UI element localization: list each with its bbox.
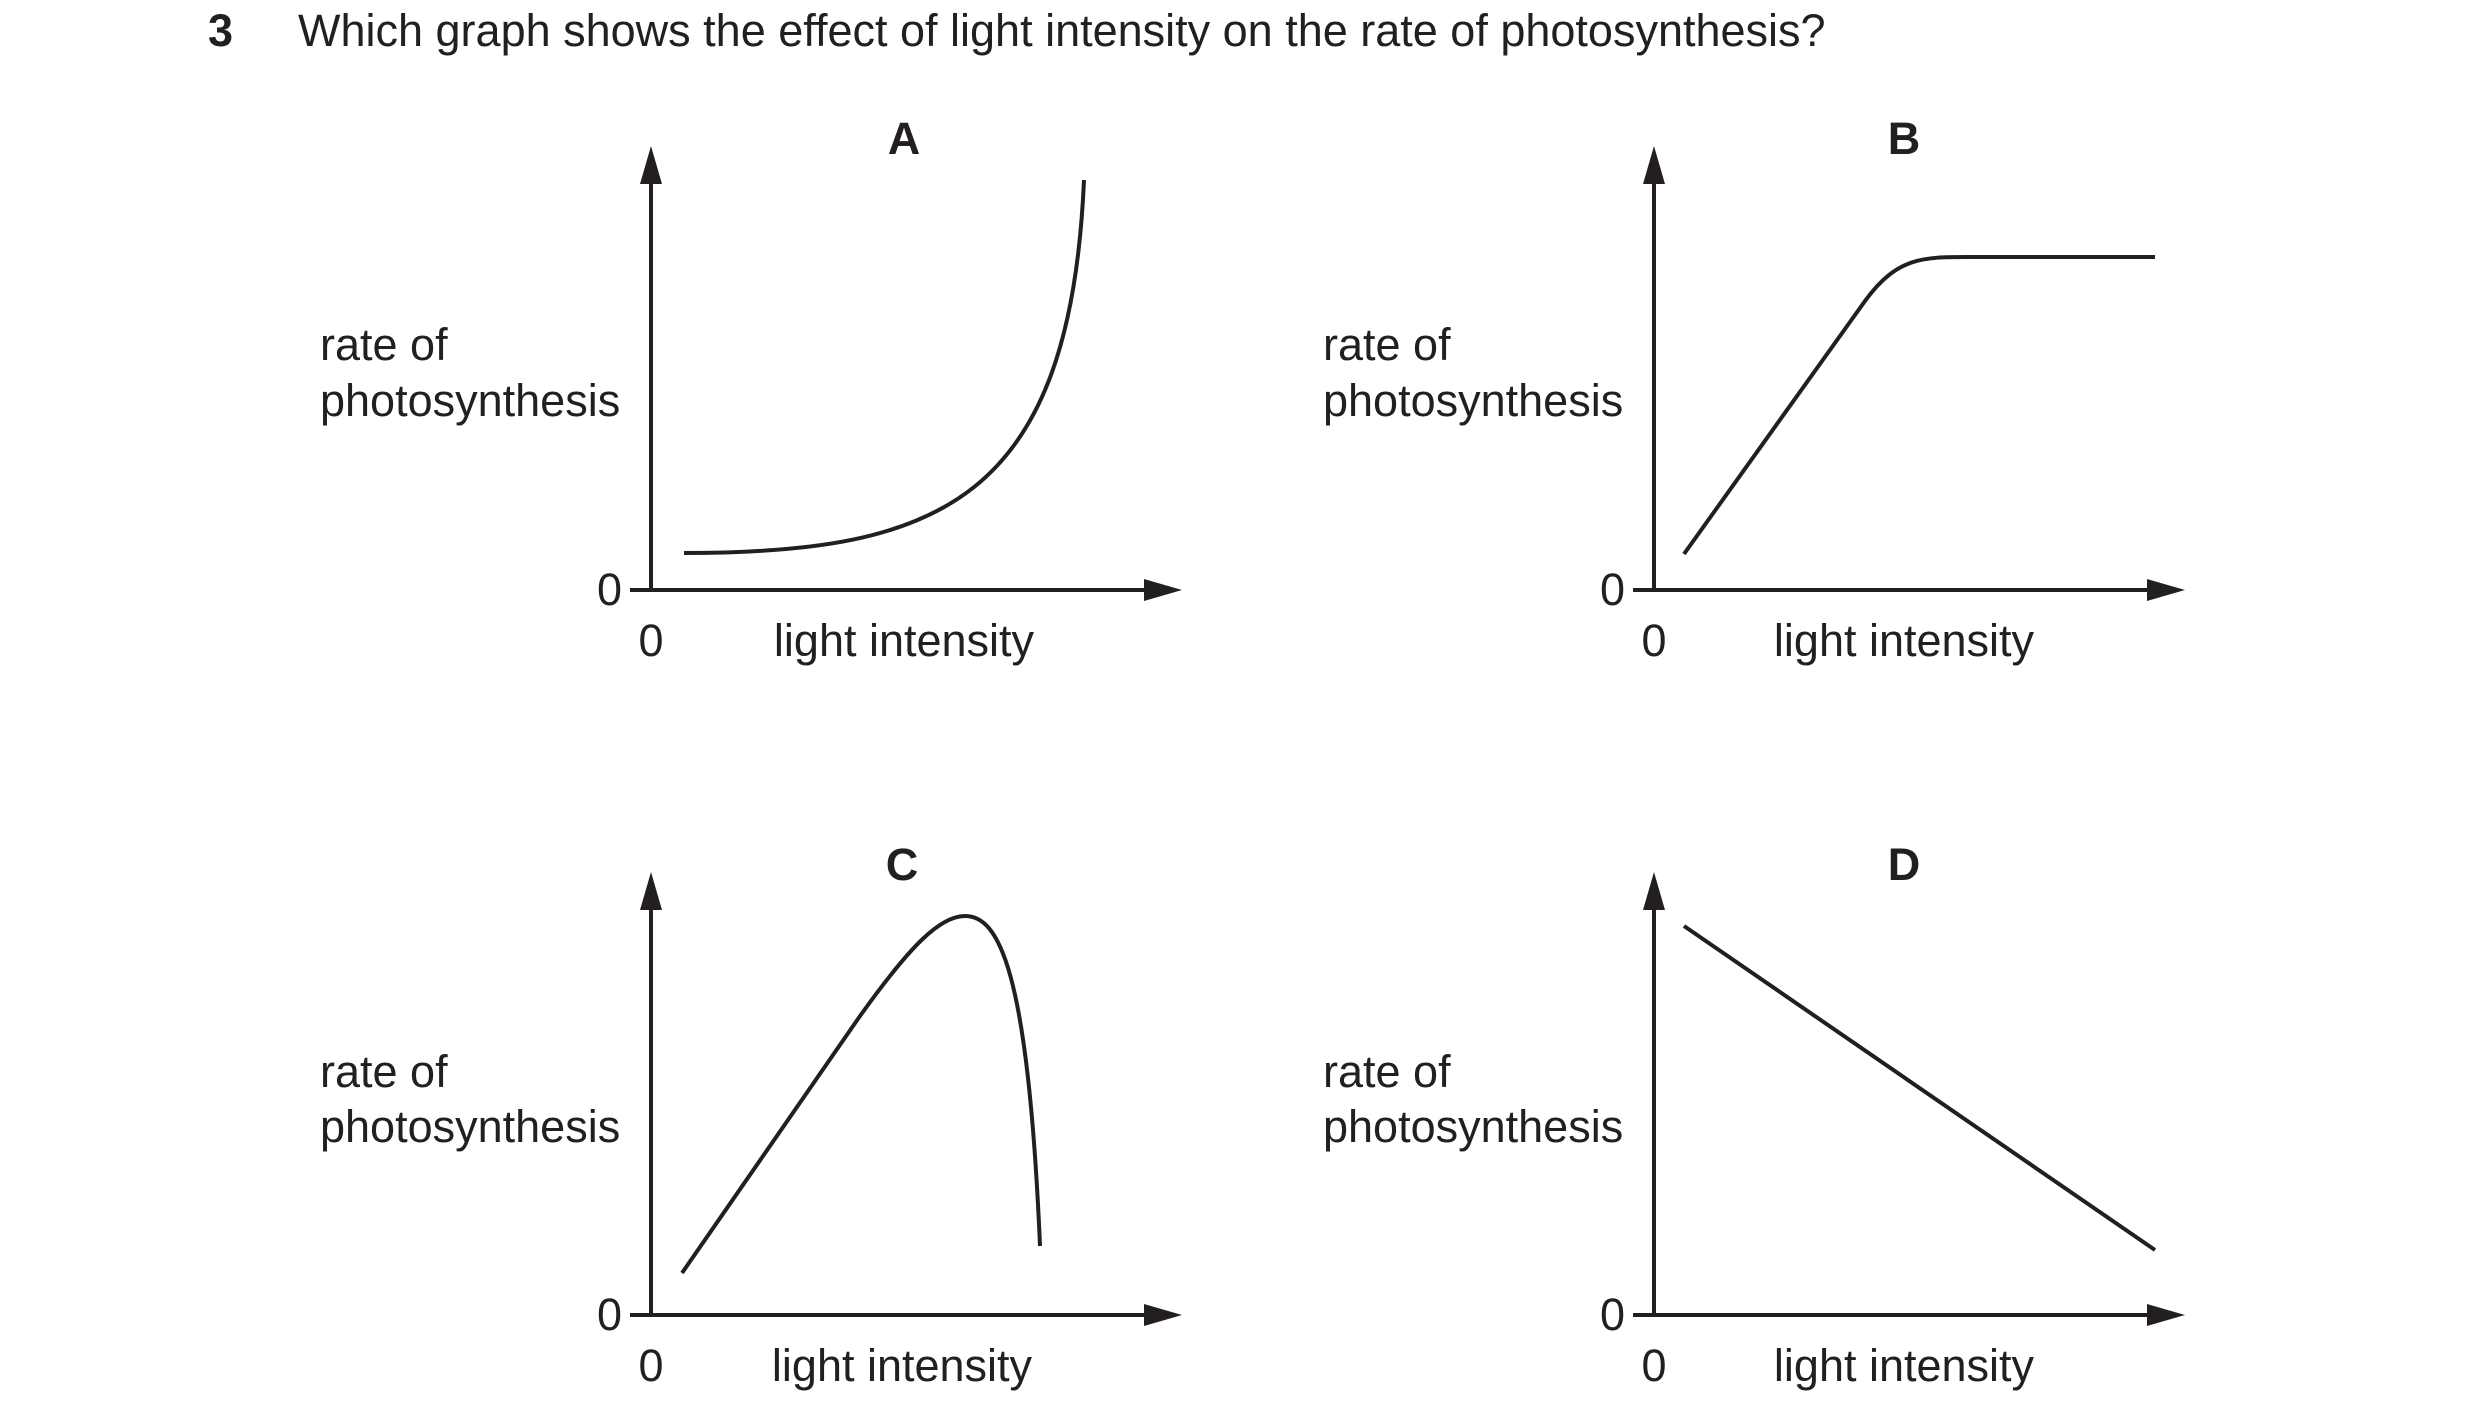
y-axis-arrow: [1643, 872, 1665, 910]
x-origin-label: 0: [1641, 615, 1666, 666]
graph-a[interactable]: A rate of photosynthesis 0 0 light inten…: [300, 100, 1220, 700]
y-axis-label-line1: rate of: [320, 1046, 448, 1097]
y-axis-arrow: [640, 146, 662, 184]
graph-curve: [1682, 924, 2157, 1252]
y-axis-label-line1: rate of: [320, 319, 448, 370]
y-origin-label: 0: [1600, 1289, 1625, 1340]
y-origin-label: 0: [597, 1289, 622, 1340]
y-axis-label-line1: rate of: [1323, 319, 1451, 370]
x-axis-label: light intensity: [1774, 615, 2035, 666]
question-number: 3: [208, 5, 234, 56]
x-origin-label: 0: [1641, 1340, 1666, 1391]
y-axis-label-line2: photosynthesis: [320, 1101, 620, 1152]
axes: [630, 180, 1160, 592]
x-axis-arrow: [1144, 1304, 1182, 1326]
x-origin-label: 0: [638, 615, 663, 666]
graph-letter: D: [1888, 839, 1921, 890]
x-axis-arrow: [1144, 579, 1182, 601]
graph-letter: A: [888, 113, 921, 164]
x-axis-label: light intensity: [772, 1340, 1033, 1391]
graph-letter: C: [886, 839, 919, 890]
graph-b[interactable]: B rate of photosynthesis 0 0 light inten…: [1303, 100, 2223, 700]
axes: [630, 906, 1160, 1317]
x-axis-label: light intensity: [1774, 1340, 2035, 1391]
graph-curve: [680, 913, 1042, 1275]
y-origin-label: 0: [597, 564, 622, 615]
question-text: Which graph shows the effect of light in…: [298, 5, 1826, 56]
x-origin-label: 0: [638, 1340, 663, 1391]
axes: [1633, 180, 2163, 592]
y-axis-label-line2: photosynthesis: [1323, 375, 1623, 426]
axes: [1633, 906, 2163, 1317]
graph-c[interactable]: C rate of photosynthesis 0 0 light inten…: [300, 826, 1220, 1426]
y-axis-label-line2: photosynthesis: [1323, 1101, 1623, 1152]
x-axis-arrow: [2147, 579, 2185, 601]
y-axis-arrow: [1643, 146, 1665, 184]
y-axis-label-line1: rate of: [1323, 1046, 1451, 1097]
graph-d[interactable]: D rate of photosynthesis 0 0 light inten…: [1303, 826, 2223, 1426]
x-axis-arrow: [2147, 1304, 2185, 1326]
graph-curve: [683, 179, 1086, 555]
graph-curve: [1682, 255, 2155, 556]
y-axis-label-line2: photosynthesis: [320, 375, 620, 426]
y-origin-label: 0: [1600, 564, 1625, 615]
x-axis-label: light intensity: [774, 615, 1035, 666]
graph-letter: B: [1888, 113, 1921, 164]
y-axis-arrow: [640, 872, 662, 910]
